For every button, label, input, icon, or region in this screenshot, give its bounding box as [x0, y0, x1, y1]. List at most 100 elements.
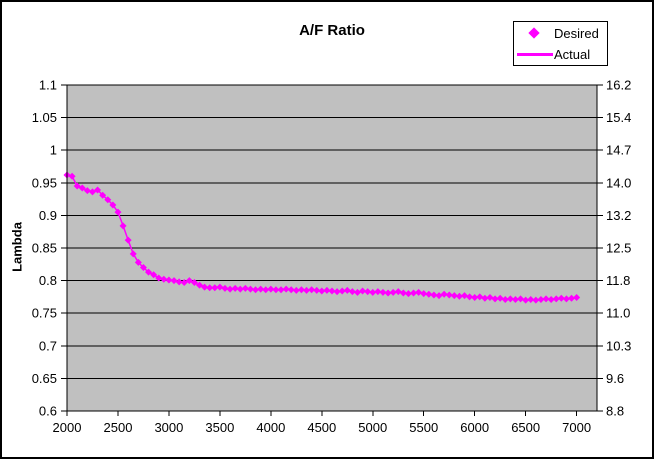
x-axis-tick-label: 2500 [104, 420, 133, 435]
desired-data-point [374, 288, 382, 296]
legend-label-actual: Actual [554, 46, 591, 62]
desired-data-point [338, 287, 346, 295]
desired-data-point [557, 294, 565, 302]
desired-data-point [119, 222, 127, 230]
left-axis-tick-label: 0.75 [32, 306, 57, 321]
desired-data-point [124, 236, 132, 244]
desired-data-point [379, 288, 387, 296]
desired-data-point [88, 188, 96, 196]
desired-data-point [343, 286, 351, 294]
left-axis-tick-label: 0.85 [32, 241, 57, 256]
desired-data-point [384, 289, 392, 297]
desired-data-point [201, 283, 209, 291]
desired-data-point [476, 293, 484, 301]
desired-data-point [440, 290, 448, 298]
x-axis-tick-label: 3000 [154, 420, 183, 435]
desired-data-point [364, 288, 372, 296]
right-axis-tick-label: 11.8 [606, 273, 630, 288]
left-axis-tick-label: 0.95 [32, 175, 57, 190]
desired-data-point [99, 191, 107, 199]
desired-data-point [216, 283, 224, 291]
desired-data-point [236, 285, 244, 293]
desired-data-point [420, 290, 428, 298]
desired-data-point [415, 288, 423, 296]
desired-data-point [486, 294, 494, 302]
desired-data-point [145, 268, 153, 276]
desired-data-point [68, 172, 76, 180]
desired-data-point [318, 287, 326, 295]
desired-data-point [542, 295, 550, 303]
desired-data-point [114, 208, 122, 216]
desired-data-point [241, 284, 249, 292]
desired-data-point [481, 294, 489, 302]
desired-data-point [155, 274, 163, 282]
desired-data-point [394, 288, 402, 296]
x-axis-tick-label: 4000 [256, 420, 285, 435]
desired-data-point [257, 285, 265, 293]
x-axis-tick-label: 6000 [460, 420, 489, 435]
desired-data-point [282, 285, 290, 293]
desired-data-point [506, 295, 514, 303]
desired-data-point [129, 250, 137, 258]
desired-data-point [94, 186, 102, 194]
desired-data-point [328, 287, 336, 295]
desired-data-point [511, 296, 519, 304]
desired-data-point [410, 289, 418, 297]
desired-data-point [83, 187, 91, 195]
desired-data-point [303, 286, 311, 294]
desired-data-point [246, 285, 254, 293]
right-axis-tick-label: 11.0 [606, 306, 630, 321]
desired-data-point [170, 277, 178, 285]
desired-data-point [399, 289, 407, 297]
y-axis-title: Lambda [9, 222, 25, 272]
desired-data-point [435, 292, 443, 300]
left-axis-tick-label: 1.05 [32, 110, 57, 125]
desired-data-point [323, 286, 331, 294]
desired-data-point [522, 296, 530, 304]
desired-data-point [313, 286, 321, 294]
desired-data-point [491, 295, 499, 303]
desired-data-point [78, 184, 86, 192]
desired-data-point [455, 292, 463, 300]
legend: Desired Actual [513, 21, 608, 66]
desired-data-point [389, 288, 397, 296]
desired-data-point [547, 296, 555, 304]
left-axis-tick-label: 0.65 [32, 371, 57, 386]
desired-data-point [185, 277, 193, 285]
legend-item-desired: Desired [514, 23, 607, 44]
desired-data-point [292, 286, 300, 294]
diamond-marker-icon [528, 27, 540, 39]
desired-data-point [267, 285, 275, 293]
desired-data-point [527, 296, 535, 304]
desired-data-point [196, 281, 203, 289]
right-axis-tick-label: 8.8 [606, 404, 624, 419]
desired-data-point [206, 284, 214, 292]
right-axis-tick-label: 10.3 [606, 338, 631, 353]
desired-data-point [165, 276, 173, 284]
right-axis-tick-label: 13.2 [606, 208, 631, 223]
x-axis-tick-label: 6500 [511, 420, 540, 435]
x-axis-tick-label: 7000 [562, 420, 591, 435]
line-marker-icon [517, 52, 553, 56]
x-axis-tick-label: 3500 [205, 420, 234, 435]
desired-data-point [190, 279, 198, 287]
desired-data-point [333, 288, 341, 296]
desired-data-point [221, 284, 229, 292]
desired-data-point [262, 286, 270, 294]
desired-data-point [369, 288, 377, 296]
right-axis-tick-label: 15.4 [606, 110, 631, 125]
desired-data-point [252, 286, 260, 294]
x-axis-tick-label: 5500 [409, 420, 438, 435]
legend-label-desired: Desired [554, 25, 599, 41]
desired-data-point [297, 286, 305, 294]
desired-data-point [552, 295, 560, 303]
desired-data-point [359, 287, 367, 295]
desired-data-point [562, 295, 570, 303]
desired-data-point [150, 271, 158, 279]
desired-data-point [308, 286, 316, 294]
x-axis-tick-label: 2000 [53, 420, 82, 435]
desired-data-point [568, 294, 576, 302]
desired-data-point [537, 296, 545, 304]
